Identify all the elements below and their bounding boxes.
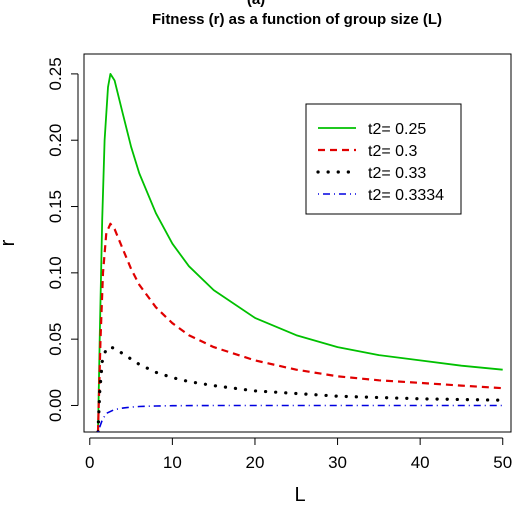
x-tick-label: 30: [328, 453, 347, 472]
y-tick-label: 0.20: [46, 124, 65, 157]
y-axis: 0.00 0.05 0.10 0.15 0.20 0.25: [46, 57, 79, 422]
series-line-1: [97, 73, 503, 432]
series-line-4: [97, 404, 503, 432]
series-line-3: [96, 345, 505, 432]
y-tick-label: 0.25: [46, 57, 65, 90]
y-tick-label: 0.00: [46, 389, 65, 422]
y-tick-label: 0.10: [46, 256, 65, 289]
legend-label: t2= 0.25: [368, 121, 426, 138]
y-tick-label: 0.15: [46, 190, 65, 223]
plot-area-frame: [83, 53, 512, 433]
x-tick-label: 0: [85, 453, 94, 472]
y-axis-title: r: [0, 239, 19, 246]
x-axis: 0 10 20 30 40 50: [85, 437, 512, 472]
x-tick-label: 50: [493, 453, 512, 472]
legend-label: t2= 0.3334: [368, 187, 444, 204]
x-tick-label: 10: [163, 453, 182, 472]
x-tick-label: 20: [246, 453, 265, 472]
figure-panel-label: (a): [247, 0, 265, 8]
legend-label: t2= 0.33: [368, 165, 426, 182]
legend-box: [305, 103, 462, 215]
x-tick-label: 40: [411, 453, 430, 472]
legend: t2= 0.25 t2= 0.3 t2= 0.33 t2= 0.3334: [305, 103, 462, 215]
x-axis-title: L: [294, 484, 305, 505]
series-layer: [96, 73, 505, 432]
chart-title: Fitness (r) as a function of group size …: [152, 11, 442, 28]
series-line-2: [96, 222, 503, 432]
legend-label: t2= 0.3: [368, 143, 417, 160]
y-tick-label: 0.05: [46, 323, 65, 356]
